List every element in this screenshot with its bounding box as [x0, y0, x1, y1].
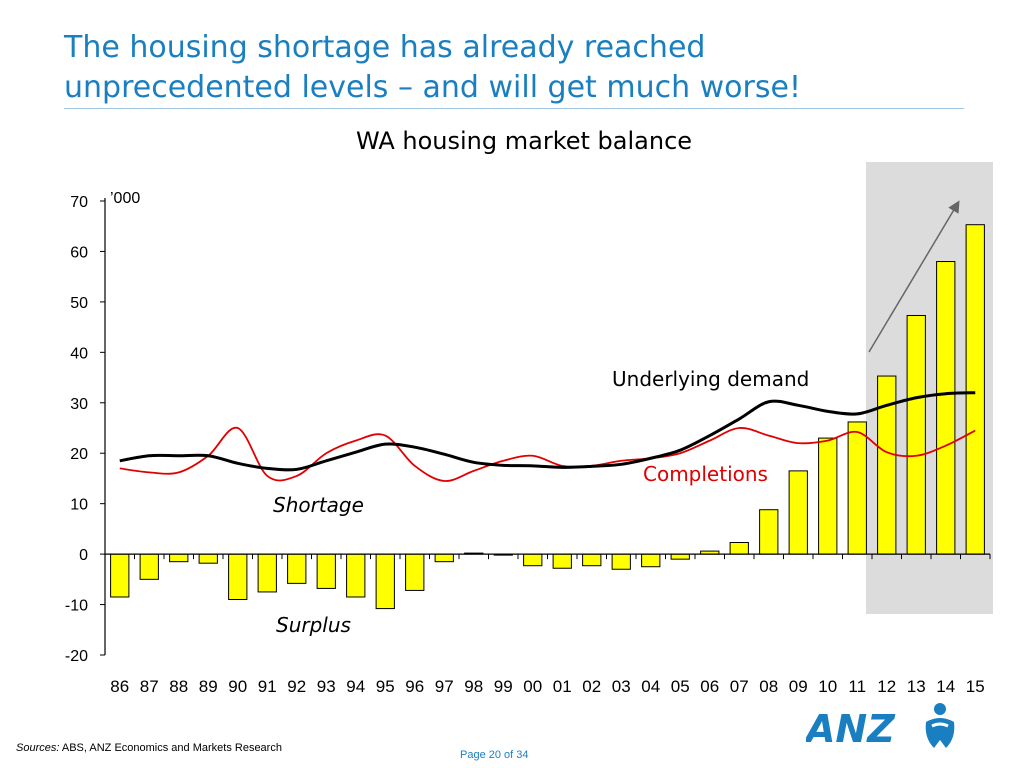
x-tick-label: 90 [228, 677, 247, 696]
x-tick-label: 06 [700, 677, 719, 696]
completions-series-label: Completions [643, 462, 768, 486]
chart-title: WA housing market balance [356, 127, 692, 155]
x-tick-label: 13 [907, 677, 926, 696]
sources-note: Sources: ABS, ANZ Economics and Markets … [16, 742, 282, 754]
x-tick-label: 02 [582, 677, 601, 696]
x-tick-label: 99 [494, 677, 513, 696]
bar-08 [759, 509, 779, 555]
slide-title-line-1: The housing shortage has already reached [64, 30, 706, 65]
bar-11 [847, 421, 867, 555]
y-tick-label: 20 [70, 446, 88, 463]
shortage-annotation: Shortage [273, 493, 364, 517]
y-tick-label: 70 [70, 194, 88, 211]
bar-02 [582, 553, 602, 567]
y-tick-label: 0 [79, 547, 88, 564]
page-number: Page 20 of 34 [460, 749, 529, 761]
y-axis-ticks: 70 60 50 40 30 20 10 0 -10 -20 [65, 194, 105, 665]
x-tick-label: 86 [110, 677, 129, 696]
bar-95 [375, 553, 395, 610]
y-tick-label: -20 [65, 648, 88, 665]
slide-title-line-2: unprecedented levels – and will get much… [64, 70, 801, 105]
bar-91 [257, 553, 277, 593]
y-unit-label: ’000 [110, 190, 140, 207]
bar-86 [110, 553, 130, 598]
x-tick-label: 15 [966, 677, 985, 696]
x-tick-label: 00 [523, 677, 542, 696]
bar-97 [434, 553, 454, 563]
x-tick-label: 87 [140, 677, 159, 696]
x-tick-label: 98 [464, 677, 483, 696]
bar-89 [198, 553, 218, 564]
x-tick-label: 95 [376, 677, 395, 696]
bar-94 [346, 553, 366, 598]
x-tick-label: 03 [612, 677, 631, 696]
trend-arrow [868, 200, 960, 353]
x-tick-label: 14 [936, 677, 955, 696]
x-tick-label: 04 [641, 677, 660, 696]
x-tick-label: 94 [346, 677, 365, 696]
bar-10 [818, 437, 838, 555]
line-series [119, 391, 976, 482]
x-tick-label: 93 [317, 677, 336, 696]
sources-text: ABS, ANZ Economics and Markets Research [59, 742, 282, 754]
slide-title: The housing shortage has already reached… [64, 28, 964, 108]
x-tick-label: 12 [877, 677, 896, 696]
surplus-annotation: Surplus [276, 613, 351, 637]
bar-92 [287, 553, 307, 584]
y-tick-label: 40 [70, 345, 88, 362]
title-divider [64, 108, 964, 109]
bar-04 [641, 553, 661, 568]
bar-07 [729, 542, 749, 555]
bar-03 [611, 553, 631, 570]
x-tick-label: 97 [435, 677, 454, 696]
x-tick-label: 96 [405, 677, 424, 696]
completions-line [119, 427, 976, 482]
bar-96 [405, 553, 425, 591]
y-tick-label: 50 [70, 295, 88, 312]
x-tick-label: 89 [199, 677, 218, 696]
x-tick-label: 92 [287, 677, 306, 696]
x-tick-label: 11 [848, 677, 866, 696]
bar-88 [169, 553, 189, 563]
bar-14 [936, 261, 956, 555]
x-tick-label: 10 [818, 677, 837, 696]
bar-93 [316, 553, 336, 589]
bar-90 [228, 553, 248, 601]
bar-00 [523, 553, 543, 567]
x-tick-label: 01 [553, 677, 572, 696]
y-tick-label: 60 [70, 244, 88, 261]
bar-05 [670, 553, 690, 560]
x-tick-label: 05 [671, 677, 690, 696]
sources-label: Sources: [16, 742, 60, 754]
anz-logo: ANZ [806, 703, 955, 750]
underlying-demand-line [119, 391, 976, 472]
bar-13 [906, 315, 926, 555]
y-tick-label: -10 [65, 598, 88, 615]
x-tick-label: 07 [730, 677, 749, 696]
x-tick-label: 09 [789, 677, 808, 696]
y-tick-label: 10 [70, 497, 88, 514]
anz-people-icon [925, 703, 955, 748]
x-axis-labels: 86 87 88 89 90 91 92 93 94 95 96 97 98 99 00 01 02 03 04 05… [110, 677, 984, 696]
x-tick-label: 08 [759, 677, 778, 696]
axes [104, 198, 991, 655]
bar-01 [552, 553, 572, 569]
demand-series-label: Underlying demand [612, 367, 809, 391]
x-tick-label: 88 [169, 677, 188, 696]
bar-09 [788, 470, 808, 555]
bar-series [110, 224, 985, 610]
x-tick-label: 91 [258, 677, 277, 696]
anz-logo-text: ANZ [806, 707, 896, 750]
bar-87 [139, 553, 159, 580]
y-tick-label: 30 [70, 396, 88, 413]
bar-15 [965, 224, 985, 555]
